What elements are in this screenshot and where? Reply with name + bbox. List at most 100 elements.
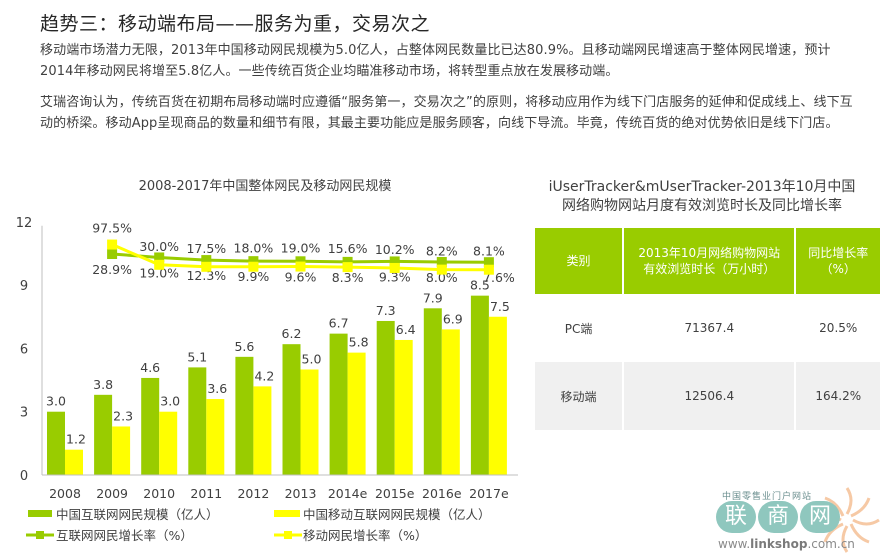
watermark-tagline: 中国零售业门户网站 xyxy=(722,492,813,502)
y-tick-label: 12 xyxy=(16,216,33,231)
data-label-internet-growth: 8.0% xyxy=(426,270,458,285)
table-title: iUserTracker&mUserTracker-2013年10月中国 网络购… xyxy=(530,178,874,216)
y-tick-label: 9 xyxy=(20,279,28,294)
data-label-internet-growth: 9.9% xyxy=(238,269,270,284)
chart-legend: 中国互联网网民规模（亿人） 中国移动互联网网民规模（亿人） 互联网网民增长率（%） 移… xyxy=(26,507,491,543)
marker-mobile-growth xyxy=(389,262,400,273)
x-axis: 2008 2009 2010 2011 2012 2013 2014e 2015e 2016e 2… xyxy=(42,474,518,501)
cell-duration: 71367.4 xyxy=(624,294,795,362)
bar-mobile-users xyxy=(206,399,225,475)
data-label-mobile: 1.2 xyxy=(66,432,86,447)
header-growth: 同比增长率 （%） xyxy=(796,228,880,294)
bar-internet-users xyxy=(47,411,65,475)
growth-lines: 28.9% 19.0% 12.3% 9.9% 9.6% 8.3% 9.3% 8.0% 7.6%9… xyxy=(92,221,515,286)
data-label-internet: 4.6 xyxy=(140,360,160,375)
legend-swatch-mobile-users xyxy=(274,510,300,517)
bar-internet-users xyxy=(470,295,489,475)
bar-internet-users xyxy=(94,394,113,475)
legend-label-mobile-growth: 移动网民增长率（%） xyxy=(303,528,427,543)
data-label-mobile: 2.3 xyxy=(113,408,133,423)
x-tick-label: 2017e xyxy=(469,486,509,501)
bar-internet-users xyxy=(376,320,395,475)
cell-duration: 12506.4 xyxy=(624,362,795,430)
url-suffix: .com.cn xyxy=(807,537,855,551)
data-label-internet: 6.2 xyxy=(282,326,302,341)
x-tick-label: 2013 xyxy=(285,486,317,501)
marker-mobile-growth xyxy=(248,261,259,272)
data-label-mobile-growth: 10.2% xyxy=(375,242,415,257)
bar-internet-users xyxy=(188,367,207,475)
browsing-time-table: 类别 2013年10月网络购物网站 有效浏览时长（万小时） 同比增长率 （%） PC… xyxy=(533,228,882,430)
data-label-internet: 5.6 xyxy=(234,339,254,354)
marker-internet-growth xyxy=(248,256,259,267)
marker-mobile-growth xyxy=(483,264,494,275)
brand-char: 联 xyxy=(716,501,756,533)
header-text: 同比增长率 xyxy=(808,246,869,260)
bar-mobile-users xyxy=(347,352,366,475)
data-label-internet: 3.0 xyxy=(46,394,66,409)
legend-marker-mobile-growth xyxy=(284,531,292,539)
bar-mobile-users xyxy=(441,329,460,475)
data-label-mobile: 5.8 xyxy=(349,335,369,350)
marker-internet-growth xyxy=(436,257,447,268)
data-label-mobile: 3.6 xyxy=(207,381,227,396)
data-label-internet-growth: 9.6% xyxy=(285,269,317,284)
data-label-mobile: 5.0 xyxy=(302,352,322,367)
data-label-internet: 7.9 xyxy=(423,290,443,305)
data-label-mobile: 3.0 xyxy=(160,394,180,409)
x-tick-label: 2011 xyxy=(190,486,222,501)
data-label-internet-growth: 28.9% xyxy=(92,262,132,277)
marker-mobile-growth xyxy=(107,239,118,250)
page-title: 趋势三：移动端布局——服务为重，交易次之 xyxy=(40,13,431,35)
bar-mobile-users xyxy=(394,339,413,475)
data-label-internet-growth: 9.3% xyxy=(379,269,411,284)
brand-char: 商 xyxy=(758,501,798,533)
table-title-line1: iUserTracker&mUserTracker-2013年10月中国 xyxy=(548,179,856,195)
bar-internet-users xyxy=(282,344,301,475)
data-label-mobile-growth: 97.5% xyxy=(92,221,132,236)
marker-internet-growth xyxy=(107,249,118,259)
data-label-internet: 5.1 xyxy=(187,349,207,364)
marker-mobile-growth xyxy=(436,264,447,275)
watermark-url: www.linkshop.com.cn xyxy=(718,537,855,551)
table-row: PC端 71367.4 20.5% xyxy=(535,294,880,362)
marker-mobile-growth xyxy=(154,259,165,270)
bar-mobile-users xyxy=(253,386,272,475)
paragraph-market: 移动端市场潜力无限，2013年中国移动网民规模为5.0亿人，占整体网民数量比已达… xyxy=(40,43,831,79)
y-axis: 0 3 6 9 12 xyxy=(16,216,43,484)
header-text: （%） xyxy=(820,262,856,276)
cell-category: PC端 xyxy=(535,294,623,362)
table-title-line2: 网络购物网站月度有效浏览时长及同比增长率 xyxy=(562,198,842,214)
brand-char: 网 xyxy=(800,501,840,533)
data-label-mobile-growth: 30.0% xyxy=(139,239,179,254)
data-label-internet-growth: 12.3% xyxy=(186,268,226,283)
cell-growth: 20.5% xyxy=(796,294,880,362)
y-tick-label: 6 xyxy=(20,342,28,357)
data-label-mobile: 6.4 xyxy=(396,322,416,337)
data-label-mobile: 4.2 xyxy=(254,368,274,383)
bar-internet-users xyxy=(235,356,254,475)
table-header-row: 类别 2013年10月网络购物网站 有效浏览时长（万小时） 同比增长率 （%） xyxy=(535,228,880,294)
table-row: 移动端 12506.4 164.2% xyxy=(535,362,880,430)
marker-internet-growth xyxy=(154,252,165,263)
marker-mobile-growth xyxy=(295,261,306,272)
x-tick-label: 2008 xyxy=(49,486,81,501)
marker-internet-growth xyxy=(342,256,353,267)
watermark-brand: 联 商 网 xyxy=(716,501,840,533)
data-label-mobile-growth: 15.6% xyxy=(328,241,368,256)
data-label-mobile: 7.5 xyxy=(490,299,510,314)
url-domain: linkshop xyxy=(750,537,808,551)
y-tick-label: 3 xyxy=(20,406,28,421)
data-label-internet: 6.7 xyxy=(329,316,349,331)
marker-mobile-growth xyxy=(342,262,353,273)
bar-mobile-users xyxy=(488,316,507,475)
legend-swatch-internet-users xyxy=(28,510,52,517)
header-text: 类别 xyxy=(566,254,591,268)
x-tick-label: 2012 xyxy=(237,486,269,501)
marker-internet-growth xyxy=(483,257,494,268)
header-duration: 2013年10月网络购物网站 有效浏览时长（万小时） xyxy=(624,228,795,294)
url-prefix: www. xyxy=(718,537,751,551)
marker-internet-growth xyxy=(389,256,400,267)
data-label-mobile: 6.9 xyxy=(443,311,463,326)
bar-internet-users xyxy=(423,308,442,475)
